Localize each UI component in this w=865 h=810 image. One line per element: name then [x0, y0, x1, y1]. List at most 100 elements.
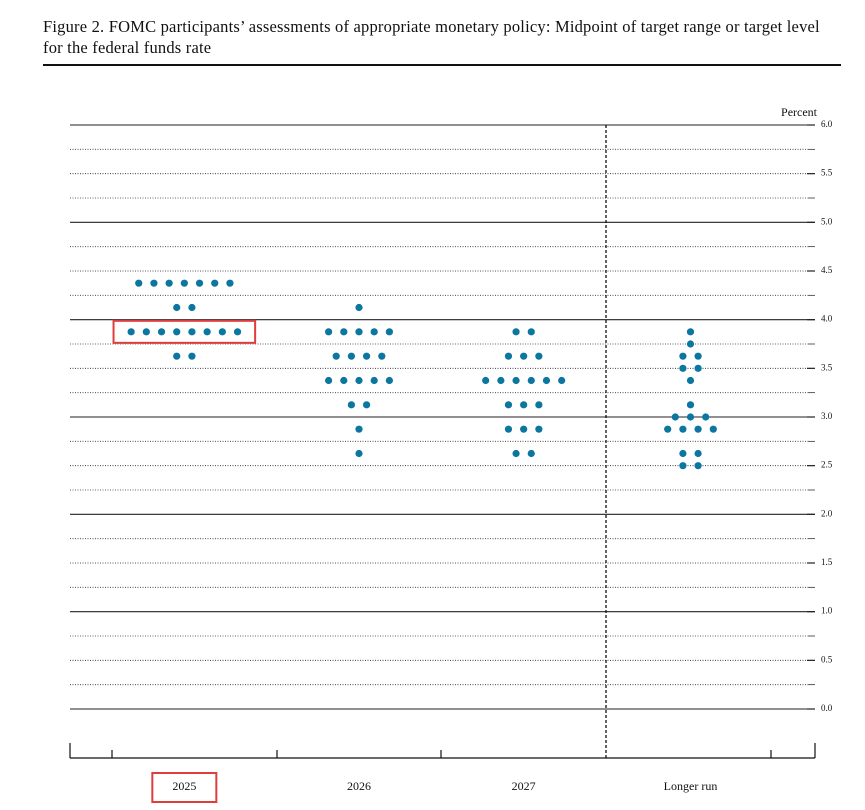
y-tick-label: 5.5: [821, 168, 833, 178]
y-tick-label: 4.0: [821, 314, 833, 324]
dot: [527, 449, 535, 458]
dot: [142, 328, 150, 336]
dot: [694, 364, 702, 372]
x-tick-label: Longer run: [664, 779, 718, 793]
y-tick-label: 1.0: [821, 606, 833, 616]
dot: [497, 376, 505, 385]
x-tick-label: 2025: [172, 779, 196, 793]
x-tick-label: 2027: [512, 779, 536, 793]
dot: [679, 352, 687, 360]
dot: [165, 279, 173, 287]
dot: [527, 328, 535, 336]
dot: [188, 352, 196, 360]
dot: [686, 376, 695, 385]
y-tick-label: 0.0: [821, 703, 833, 713]
dot: [535, 352, 543, 360]
dot: [127, 328, 135, 336]
dot: [512, 376, 520, 385]
dot: [694, 352, 702, 360]
dot: [325, 376, 333, 385]
dot: [679, 364, 687, 372]
dot: [157, 328, 166, 336]
dot: [679, 449, 687, 458]
dot: [355, 328, 363, 336]
dot: [535, 425, 543, 433]
dot: [664, 425, 672, 433]
dot: [211, 279, 219, 287]
dot: [558, 376, 566, 385]
dot: [542, 376, 551, 385]
dot: [173, 328, 181, 336]
y-tick-label: 3.5: [821, 362, 833, 372]
dot: [378, 352, 386, 360]
dot: [694, 425, 702, 433]
dot: [535, 401, 543, 409]
dot: [195, 279, 204, 287]
dot: [325, 328, 333, 336]
dot: [363, 352, 371, 360]
y-tick-label: 3.0: [821, 411, 833, 421]
dot: [203, 328, 211, 336]
dot: [332, 352, 340, 360]
dot: [180, 279, 188, 287]
y-tick-label: 5.0: [821, 216, 833, 226]
dot: [363, 401, 371, 409]
y-axis-label: Percent: [781, 105, 818, 119]
dot: [504, 352, 513, 360]
dot: [482, 376, 490, 385]
dot: [512, 328, 520, 336]
dot: [504, 425, 513, 433]
y-tick-label: 1.5: [821, 557, 833, 567]
highlight-box: [151, 772, 218, 803]
dot: [520, 352, 528, 360]
title-rule: [43, 64, 841, 66]
dot: [188, 303, 196, 312]
dot: [709, 425, 717, 433]
dot: [355, 303, 363, 312]
dot: [150, 279, 158, 287]
dot: [686, 340, 695, 348]
dot: [135, 279, 143, 287]
dot: [173, 303, 181, 312]
dot: [512, 449, 520, 458]
dot: [694, 462, 702, 470]
dot: [340, 376, 348, 385]
dot: [671, 413, 679, 421]
dot: [370, 376, 378, 385]
y-tick-label: 2.5: [821, 460, 833, 470]
dot: [520, 425, 528, 433]
dot: [686, 413, 695, 421]
highlight-box: [112, 319, 257, 344]
dot: [347, 401, 355, 409]
dot: [347, 352, 355, 360]
dot: [385, 376, 393, 385]
dot: [679, 462, 687, 470]
dot: [355, 449, 363, 458]
dot: [226, 279, 234, 287]
dot: [355, 425, 363, 433]
dot: [504, 401, 513, 409]
chart-title: Figure 2. FOMC participants’ assessments…: [43, 17, 820, 57]
dot: [686, 401, 695, 409]
dot: [686, 328, 695, 336]
x-tick-label: 2026: [347, 779, 371, 793]
dot: [527, 376, 535, 385]
dot: [173, 352, 181, 360]
dot: [702, 413, 710, 421]
dot: [679, 425, 687, 433]
dot: [340, 328, 348, 336]
dot: [218, 328, 226, 336]
dot: [385, 328, 393, 336]
dot: [188, 328, 196, 336]
dot: [233, 328, 242, 336]
dot: [370, 328, 378, 336]
y-tick-label: 6.0: [821, 119, 833, 129]
dot: [355, 376, 363, 385]
dot: [694, 449, 702, 458]
y-tick-label: 0.5: [821, 654, 833, 664]
y-tick-label: 2.0: [821, 508, 833, 518]
dot: [520, 401, 528, 409]
y-tick-label: 4.5: [821, 265, 833, 275]
